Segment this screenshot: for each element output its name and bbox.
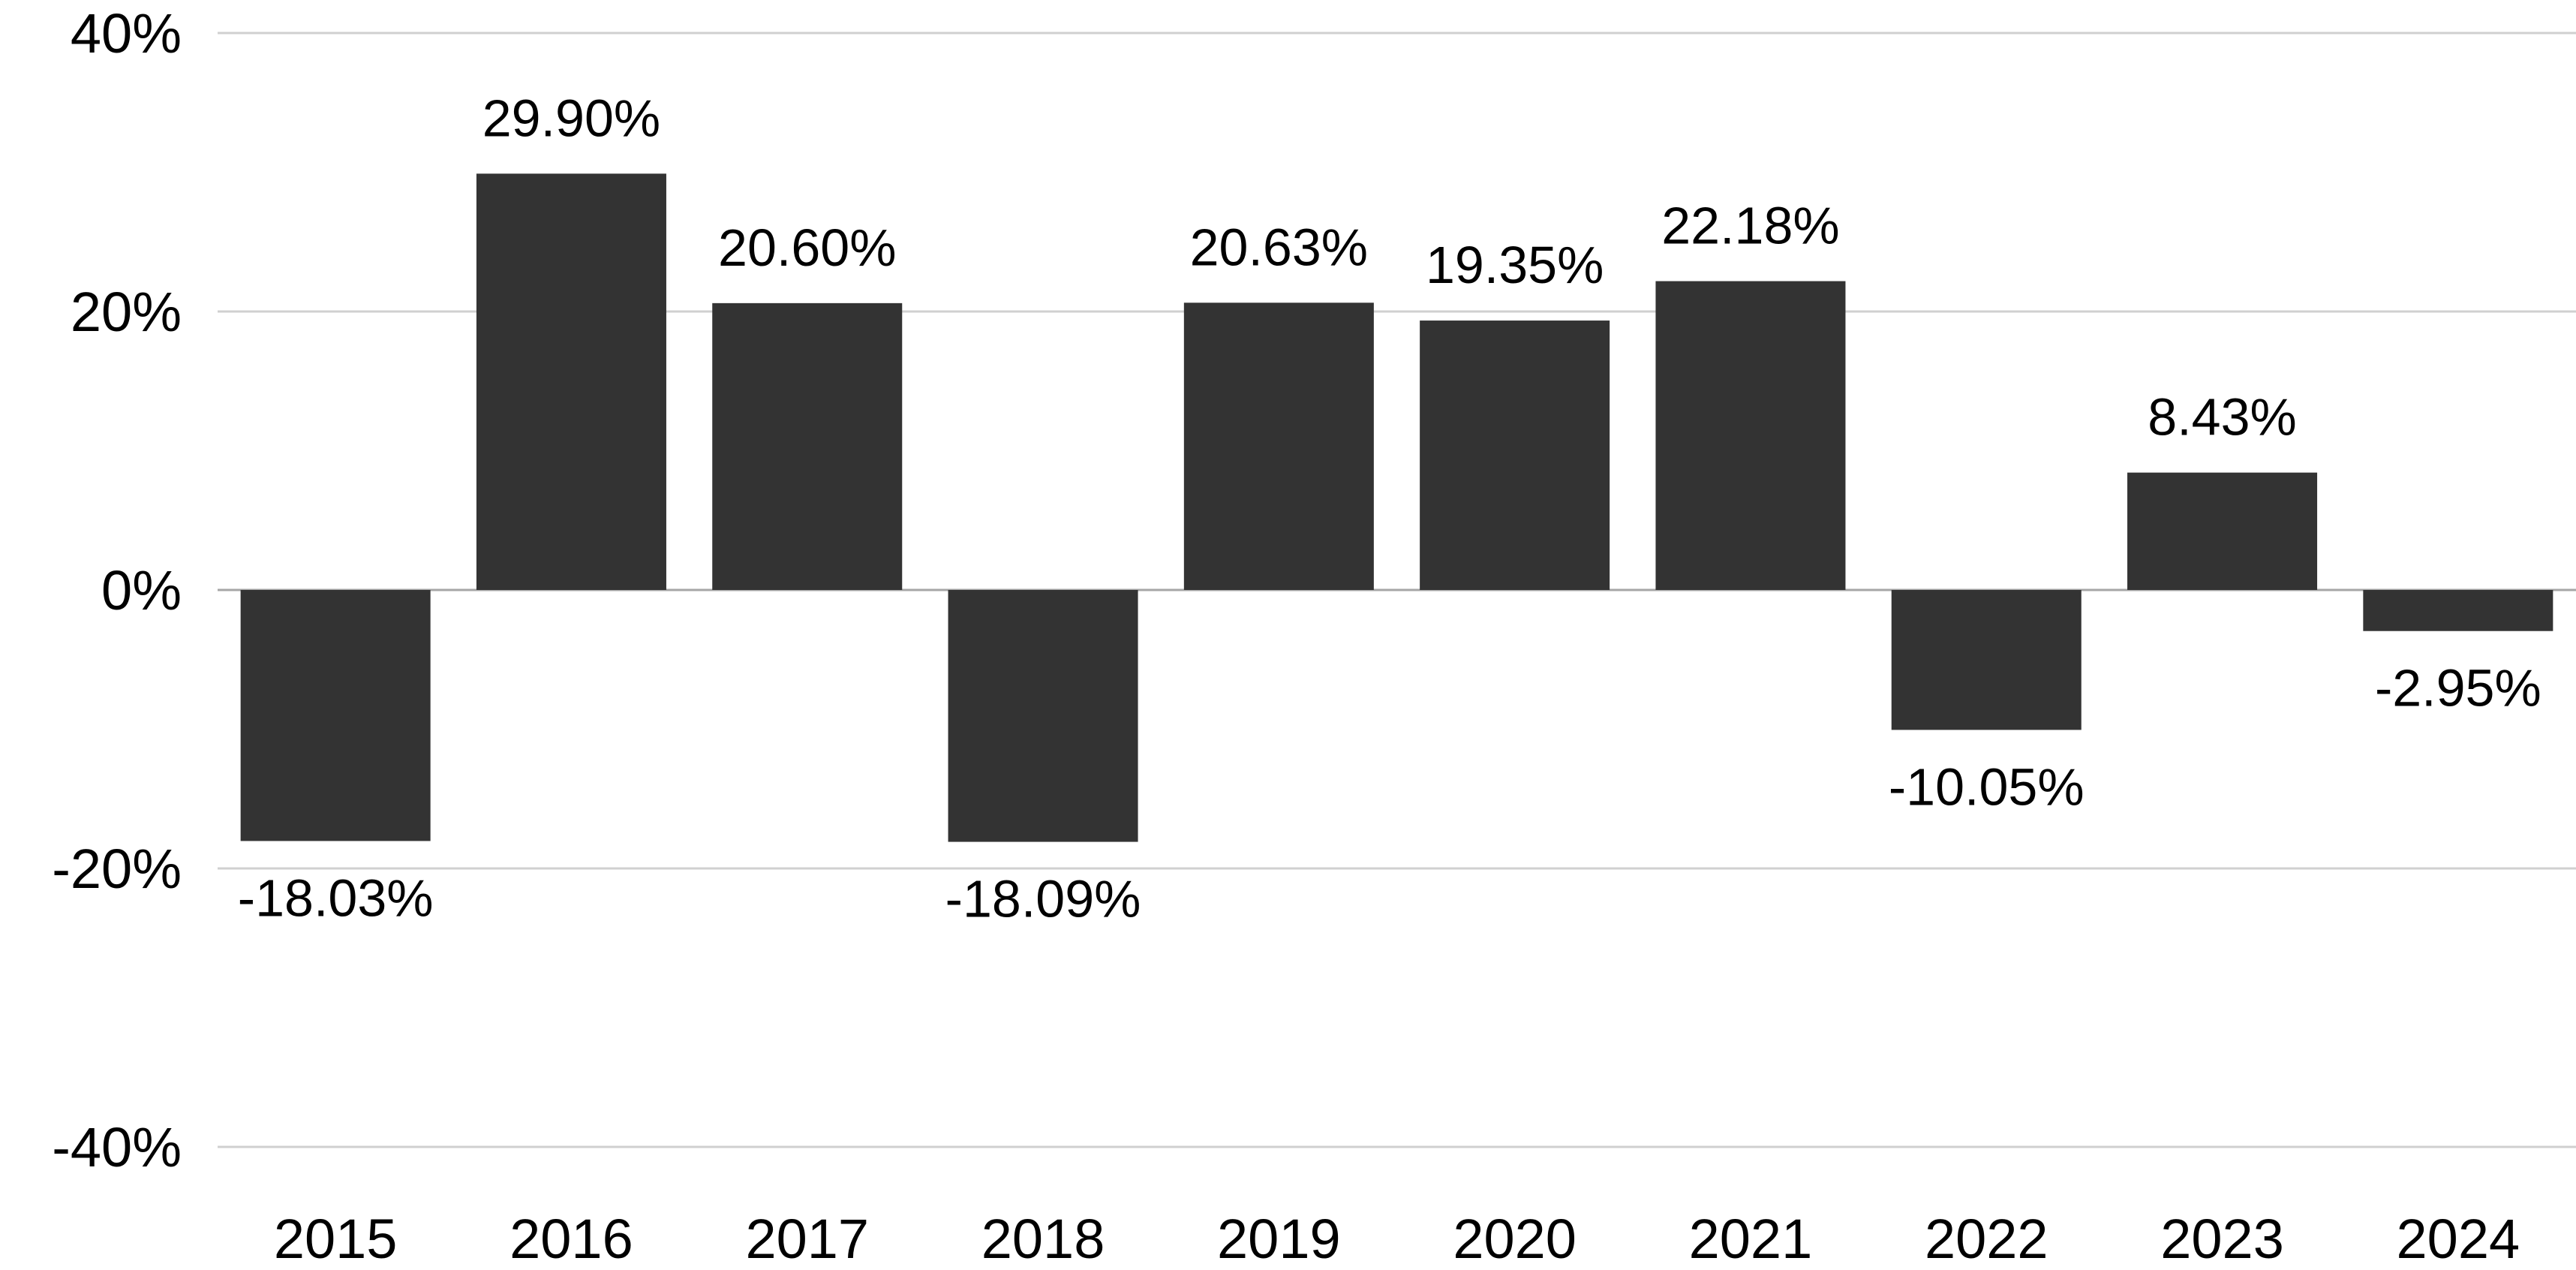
x-tick-label: 2024 [2397, 1208, 2520, 1270]
data-label-2020: 19.35% [1426, 236, 1604, 294]
data-label-2015: -18.03% [238, 868, 434, 927]
data-label-2017: 20.60% [718, 218, 896, 277]
y-tick-label: 40% [71, 2, 182, 65]
bar-2024 [2363, 590, 2553, 631]
bar-2016 [476, 173, 666, 591]
y-tick-label: -20% [52, 838, 182, 900]
bars [240, 173, 2553, 842]
x-axis-tick-labels: 2015 2016 2017 2018 2019 2020 2021 2022 2023 2024 [274, 1208, 2520, 1270]
x-tick-label: 2017 [745, 1208, 869, 1270]
data-label-2022: -10.05% [1889, 757, 2085, 816]
x-tick-label: 2020 [1453, 1208, 1577, 1270]
x-tick-label: 2022 [1925, 1208, 2048, 1270]
y-axis-tick-labels: 40% 20% 0% -20% -40% [52, 2, 182, 1178]
bar-2019 [1183, 302, 1374, 590]
x-tick-label: 2021 [1689, 1208, 1813, 1270]
y-tick-label: 20% [71, 281, 182, 343]
data-label-2019: 20.63% [1190, 218, 1368, 276]
data-label-2023: 8.43% [2148, 388, 2296, 447]
x-tick-label: 2016 [509, 1208, 633, 1270]
bar-2018 [948, 590, 1138, 842]
x-tick-label: 2015 [274, 1208, 398, 1270]
y-tick-label: 0% [101, 559, 182, 621]
bar-2020 [1420, 321, 1610, 590]
x-tick-label: 2019 [1217, 1208, 1341, 1270]
data-label-2021: 22.18% [1661, 197, 1839, 255]
data-label-2016: 29.90% [482, 89, 660, 147]
data-labels: -18.03% 29.90% 20.60% -18.09% 20.63% 19.35% 22… [238, 89, 2541, 928]
bar-2022 [1891, 590, 2082, 730]
bar-2021 [1655, 281, 1846, 590]
bar-2015 [240, 590, 431, 841]
y-tick-label: -40% [52, 1116, 182, 1178]
bar-2017 [712, 302, 903, 590]
data-label-2024: -2.95% [2375, 659, 2541, 718]
bar-2023 [2127, 472, 2318, 590]
data-label-2018: -18.09% [945, 870, 1141, 928]
x-tick-label: 2023 [2160, 1208, 2284, 1270]
x-tick-label: 2018 [981, 1208, 1105, 1270]
